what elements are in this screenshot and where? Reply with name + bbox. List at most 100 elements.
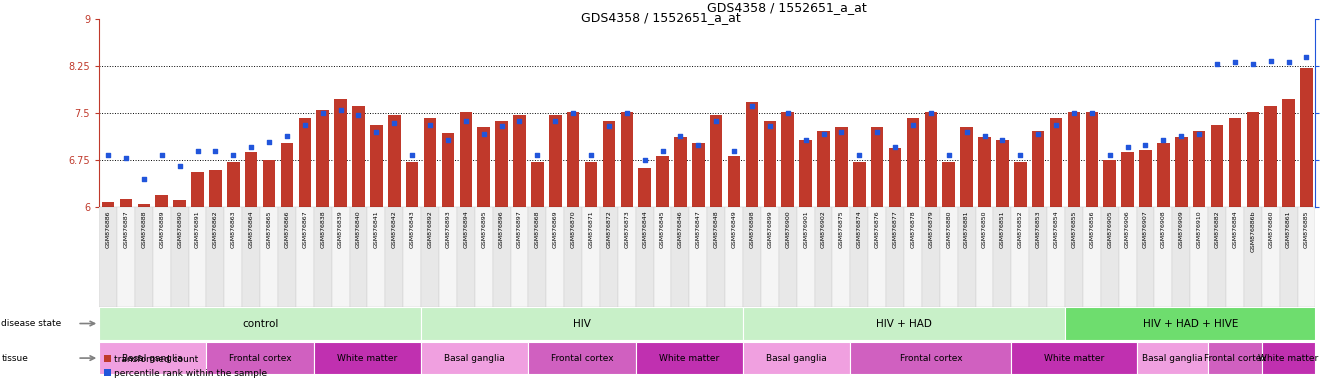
Point	[402, 152, 423, 158]
Text: GSM876849: GSM876849	[731, 210, 736, 248]
Text: Basal ganglia: Basal ganglia	[444, 354, 505, 362]
Text: GSM876881: GSM876881	[964, 210, 969, 248]
Text: GSM876878: GSM876878	[911, 210, 915, 248]
Bar	[334, 99, 346, 207]
Text: GSM876888: GSM876888	[141, 210, 147, 248]
Point	[205, 148, 226, 154]
Point	[1099, 152, 1120, 158]
Point	[241, 144, 262, 150]
Text: GSM876841: GSM876841	[374, 210, 379, 248]
Bar	[1157, 143, 1170, 207]
Text: GSM876865: GSM876865	[267, 210, 271, 248]
Bar	[1192, 131, 1206, 207]
Bar	[1225, 207, 1244, 307]
Text: GSM876886b: GSM876886b	[1251, 210, 1256, 252]
Bar	[636, 207, 653, 307]
Point	[1027, 131, 1048, 137]
Text: GSM876864: GSM876864	[249, 210, 254, 248]
Text: GSM876847: GSM876847	[695, 210, 701, 248]
Bar	[513, 114, 526, 207]
Text: GSM876862: GSM876862	[213, 210, 218, 248]
Bar	[1173, 207, 1190, 307]
Bar	[510, 207, 529, 307]
Text: GSM876838: GSM876838	[320, 210, 325, 248]
Text: GSM876848: GSM876848	[714, 210, 719, 248]
Point	[490, 123, 512, 129]
Point	[366, 129, 387, 135]
Text: Frontal cortex: Frontal cortex	[229, 354, 291, 362]
Text: GSM876846: GSM876846	[678, 210, 683, 248]
Bar	[1137, 207, 1154, 307]
Point	[330, 106, 352, 113]
Point	[1010, 152, 1031, 158]
Bar	[888, 148, 902, 207]
Point	[259, 139, 280, 145]
Text: GSM876869: GSM876869	[553, 210, 558, 248]
Text: disease state: disease state	[1, 319, 62, 328]
Point	[295, 121, 316, 127]
Point	[1081, 110, 1103, 116]
Bar	[940, 207, 957, 307]
Bar	[546, 207, 564, 307]
Text: GSM876868: GSM876868	[535, 210, 539, 248]
Text: tissue: tissue	[1, 354, 28, 362]
Bar	[850, 342, 1011, 374]
Bar	[850, 207, 869, 307]
Text: GSM876871: GSM876871	[588, 210, 594, 248]
Text: GSM876872: GSM876872	[607, 210, 611, 248]
Bar	[1261, 207, 1280, 307]
Point	[473, 131, 494, 137]
Bar	[978, 137, 990, 207]
Point	[795, 137, 816, 143]
Point	[1171, 133, 1192, 139]
Bar	[584, 162, 598, 207]
Bar	[1066, 207, 1083, 307]
Bar	[422, 207, 439, 307]
Point	[1224, 60, 1245, 66]
Point	[276, 133, 297, 139]
Text: GSM876873: GSM876873	[624, 210, 629, 248]
Point	[348, 112, 369, 118]
Text: GSM876887: GSM876887	[123, 210, 128, 248]
Point	[903, 121, 924, 127]
Bar	[886, 207, 904, 307]
Point	[312, 110, 333, 116]
Text: GSM876880: GSM876880	[947, 210, 952, 248]
Bar	[1190, 207, 1208, 307]
Point	[1063, 110, 1084, 116]
Bar	[1208, 342, 1261, 374]
Text: GSM876909: GSM876909	[1179, 210, 1183, 248]
Bar	[370, 124, 382, 207]
Bar	[797, 207, 814, 307]
Bar	[457, 207, 475, 307]
Text: White matter: White matter	[1259, 354, 1318, 362]
Point	[1278, 60, 1300, 66]
Bar	[227, 162, 239, 207]
Text: GSM876906: GSM876906	[1125, 210, 1130, 248]
Point	[383, 120, 405, 126]
Point	[115, 156, 136, 162]
Bar	[869, 207, 886, 307]
Point	[884, 144, 906, 150]
Bar	[1264, 106, 1277, 207]
Text: GSM876855: GSM876855	[1071, 210, 1076, 248]
Text: GDS4358 / 1552651_a_at: GDS4358 / 1552651_a_at	[582, 12, 740, 25]
Bar	[209, 170, 222, 207]
Bar	[1118, 207, 1137, 307]
Point	[526, 152, 547, 158]
Bar	[1297, 207, 1315, 307]
Text: GSM876896: GSM876896	[500, 210, 504, 248]
Bar	[1280, 207, 1297, 307]
Bar	[957, 207, 976, 307]
Text: GSM876886: GSM876886	[106, 210, 111, 248]
Bar	[726, 207, 743, 307]
Text: GSM876902: GSM876902	[821, 210, 826, 248]
Bar	[120, 199, 132, 207]
Bar	[422, 307, 743, 340]
Text: GSM876853: GSM876853	[1035, 210, 1040, 248]
Bar	[746, 102, 759, 207]
Text: HIV + HAD + HIVE: HIV + HAD + HIVE	[1142, 318, 1237, 329]
Bar	[460, 112, 472, 207]
Bar	[997, 140, 1009, 207]
Bar	[1011, 342, 1137, 374]
